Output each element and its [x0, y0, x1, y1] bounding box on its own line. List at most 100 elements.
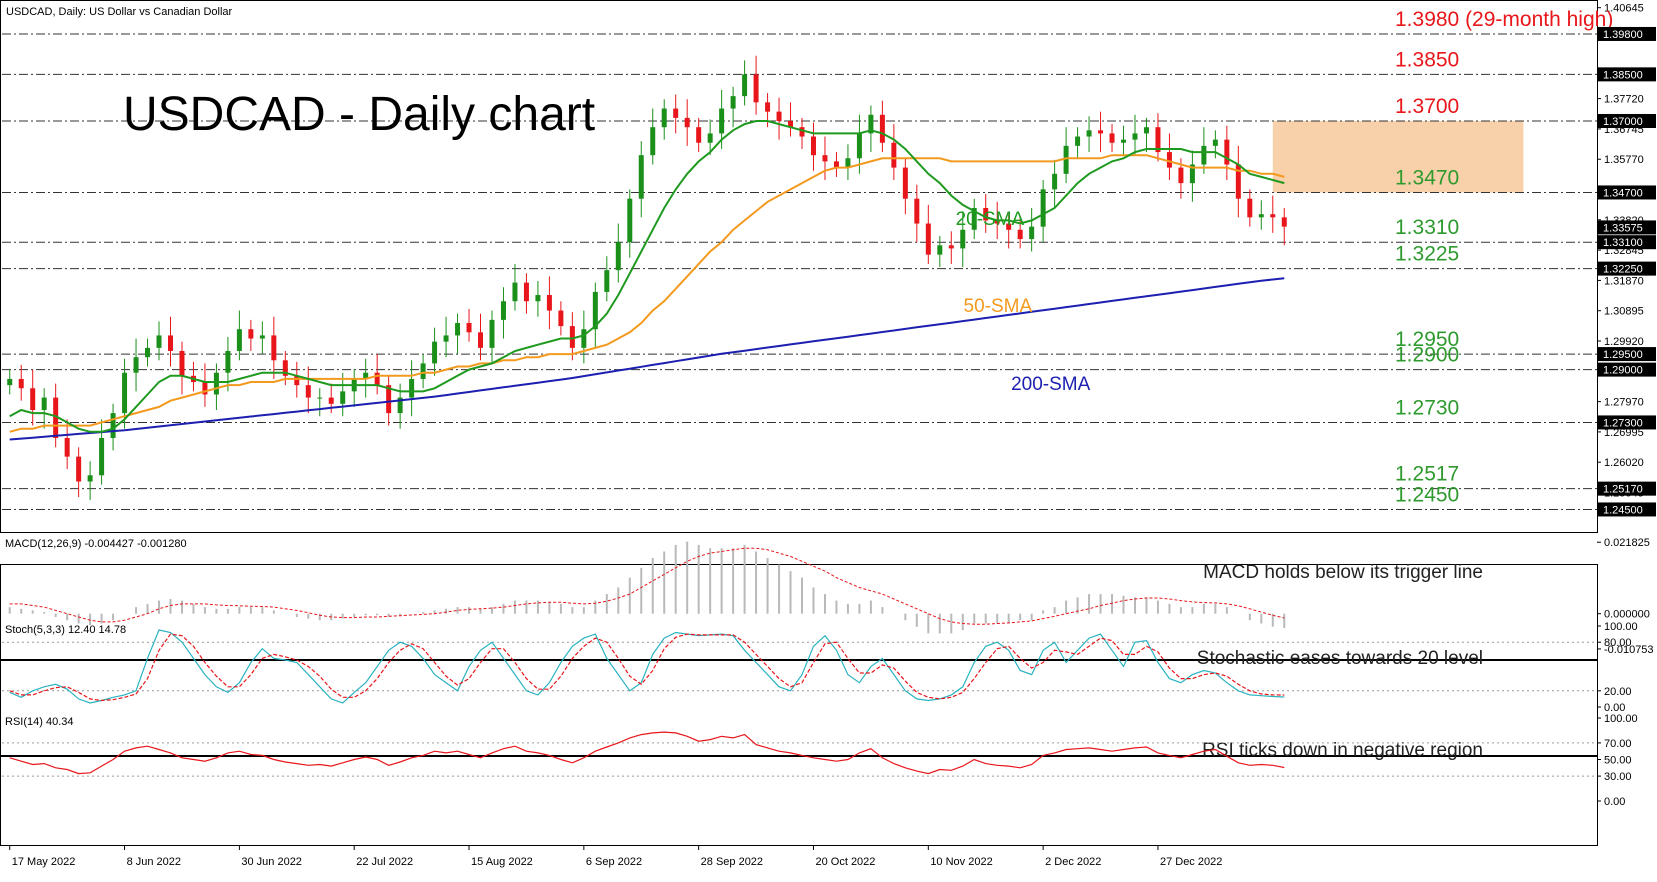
candle-body — [856, 133, 862, 159]
candle-body — [53, 397, 59, 438]
level-axis-tag — [1598, 261, 1656, 276]
candle-body — [788, 120, 794, 128]
candle-body — [455, 322, 461, 336]
candle-body — [1052, 173, 1058, 190]
current-price-label: 1.33575 — [1603, 222, 1643, 234]
macd-panel-border — [0, 564, 1598, 660]
candle-body — [833, 161, 839, 168]
candle-body — [7, 378, 13, 386]
level-axis-tag — [1598, 362, 1656, 377]
candle-body — [478, 332, 484, 348]
price-y-tick-label: 1.40645 — [1604, 3, 1644, 15]
candle-body — [650, 127, 656, 156]
level-axis-tag — [1598, 67, 1656, 82]
panel-note: MACD holds below its trigger line — [1203, 562, 1483, 583]
candle-body — [340, 391, 346, 404]
candle-body — [1132, 133, 1138, 140]
candle-body — [1155, 127, 1161, 153]
candle-body — [1109, 133, 1115, 143]
consolidation-range-box — [1272, 120, 1524, 193]
panel-y-tick-label: 20.00 — [1604, 686, 1632, 698]
level-label: 1.3700 — [1395, 95, 1459, 118]
sma20-line — [9, 120, 1285, 433]
level-axis-tag — [1598, 415, 1656, 430]
price-y-tick-label: 1.26995 — [1604, 427, 1644, 439]
level-axis-tag-label: 1.27300 — [1603, 417, 1643, 429]
candle-body — [1247, 198, 1253, 218]
rsi-line — [9, 731, 1285, 775]
candle-body — [983, 208, 989, 221]
panel-y-tick-label: 100.00 — [1604, 713, 1638, 725]
candle-body — [960, 229, 966, 249]
candle-body — [569, 326, 575, 348]
x-axis-tick-label: 27 Dec 2022 — [1160, 856, 1222, 868]
candle-body — [535, 295, 541, 302]
panel-title: RSI(14) 40.34 — [5, 716, 73, 728]
candle-body — [443, 335, 449, 342]
x-axis-tick-label: 17 May 2022 — [12, 856, 76, 868]
candle-body — [971, 208, 977, 230]
candle-body — [661, 108, 667, 128]
candle-body — [271, 335, 277, 361]
candle-body — [1017, 229, 1023, 240]
candle-body — [156, 335, 162, 348]
price-y-tick-label: 1.32845 — [1604, 245, 1644, 257]
candle-body — [99, 437, 105, 476]
candle-body — [696, 127, 702, 143]
level-axis-tag — [1598, 235, 1656, 250]
candle-body — [374, 372, 380, 386]
level-axis-tag-label: 1.25170 — [1603, 484, 1643, 496]
symbol-line: USDCAD, Daily: US Dollar vs Canadian Dol… — [6, 6, 233, 18]
panel-y-tick-label: 0.021825 — [1604, 537, 1650, 549]
candle-body — [282, 360, 288, 376]
panel-y-tick-label: -0.010753 — [1604, 644, 1654, 656]
level-axis-tag-label: 1.34700 — [1603, 187, 1643, 199]
candle-body — [225, 350, 231, 373]
candle-body — [822, 155, 828, 162]
candle-body — [145, 347, 151, 358]
candle-body — [30, 388, 36, 411]
candle-body — [1235, 164, 1241, 199]
level-label: 1.3850 — [1395, 48, 1459, 71]
candle-body — [1224, 139, 1230, 165]
level-label: 1.2900 — [1395, 344, 1459, 367]
candle-body — [1258, 214, 1264, 218]
panel-y-tick-label: 0.00 — [1604, 702, 1625, 714]
macd-signal-line — [9, 547, 1285, 625]
level-axis-tag — [1598, 347, 1656, 362]
candle-body — [179, 350, 185, 376]
level-axis-tag-label: 1.39800 — [1603, 29, 1643, 41]
level-label: 1.2450 — [1395, 483, 1459, 506]
candle-body — [512, 282, 518, 302]
level-axis-tag-label: 1.32250 — [1603, 264, 1643, 276]
level-label: 1.2950 — [1395, 328, 1459, 351]
candle-body — [317, 397, 323, 399]
candle-body — [64, 437, 70, 457]
level-axis-tag — [1598, 26, 1656, 41]
candle-body — [328, 397, 334, 404]
candle-body — [1086, 130, 1092, 137]
price-panel-border — [0, 0, 1598, 533]
x-axis-tick-label: 22 Jul 2022 — [356, 856, 413, 868]
candle-body — [213, 372, 219, 395]
candle-body — [719, 108, 725, 134]
candle-body — [707, 133, 713, 143]
stoch-signal-line — [9, 633, 1285, 702]
price-y-tick-label: 1.35770 — [1604, 154, 1644, 166]
level-axis-tag-label: 1.38500 — [1603, 69, 1643, 81]
candle-body — [248, 329, 254, 339]
candle-body — [420, 363, 426, 379]
candle-body — [673, 108, 679, 118]
x-axis: 17 May 2022 8 Jun 2022 30 Jun 2022 22 Jul 2… — [9, 845, 1222, 868]
candle-body — [523, 282, 529, 302]
candle-body — [546, 295, 552, 311]
x-axis-tick-label: 30 Jun 2022 — [241, 856, 302, 868]
candle-body — [742, 74, 748, 97]
candle-body — [845, 158, 851, 168]
price-y-tick-label: 1.37720 — [1604, 94, 1644, 106]
candle-body — [948, 245, 954, 249]
candle-body — [1040, 189, 1046, 227]
level-axis-tag — [1598, 502, 1656, 517]
level-label: 1.3225 — [1395, 243, 1459, 266]
